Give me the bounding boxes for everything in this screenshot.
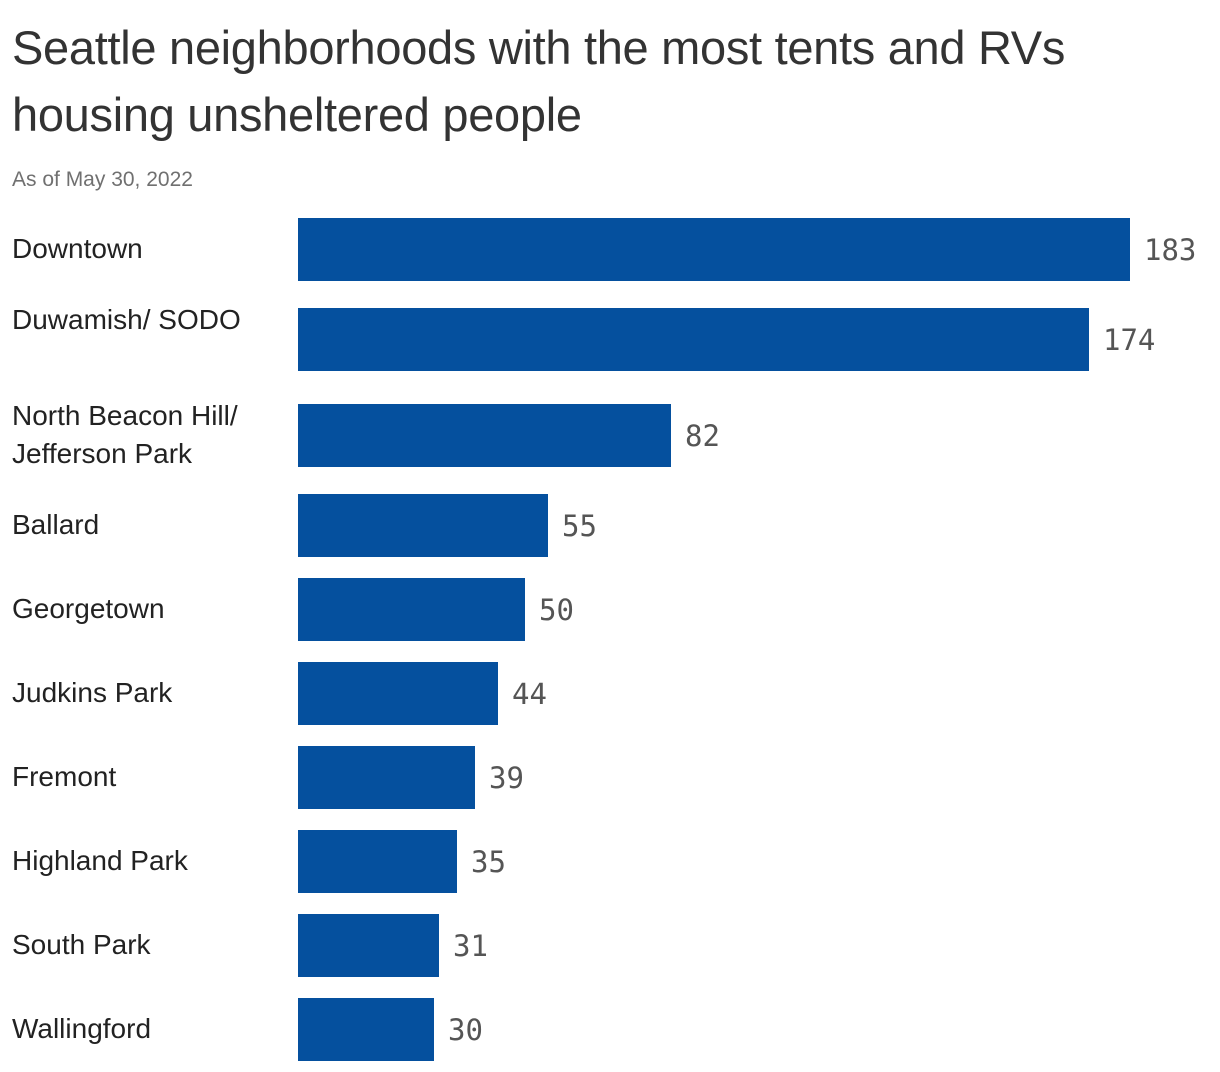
- chart-title: Seattle neighborhoods with the most tent…: [12, 21, 1066, 141]
- bar: [298, 746, 475, 809]
- value-label: 44: [512, 676, 547, 711]
- bar: [298, 218, 1130, 281]
- bar: [298, 998, 434, 1061]
- category-label: Highland Park: [12, 844, 188, 876]
- category-label: Ballard: [12, 508, 100, 540]
- value-label: 55: [562, 508, 597, 543]
- value-label: 39: [489, 760, 524, 795]
- category-label: Georgetown: [12, 592, 165, 624]
- value-label: 183: [1144, 232, 1197, 267]
- category-label: Fremont: [12, 760, 117, 792]
- bar: [298, 404, 671, 467]
- value-label: 30: [448, 1012, 483, 1047]
- bar: [298, 914, 439, 977]
- value-label: 82: [685, 418, 720, 453]
- category-label: Wallingford: [12, 1012, 152, 1044]
- chart-subtitle: As of May 30, 2022: [12, 168, 193, 191]
- value-label: 35: [471, 844, 506, 879]
- category-label: North Beacon Hill/ Jefferson Park: [12, 399, 238, 469]
- bar: [298, 578, 525, 641]
- category-label: Judkins Park: [12, 676, 173, 708]
- value-label: 50: [539, 592, 574, 627]
- category-label: South Park: [12, 928, 151, 960]
- bar: [298, 494, 548, 557]
- bar: [298, 662, 498, 725]
- category-label: Duwamish/ SODO: [12, 303, 241, 335]
- value-label: 174: [1103, 322, 1156, 357]
- bar: [298, 308, 1089, 371]
- bar: [298, 830, 457, 893]
- category-label: Downtown: [12, 232, 143, 264]
- value-label: 31: [453, 928, 488, 963]
